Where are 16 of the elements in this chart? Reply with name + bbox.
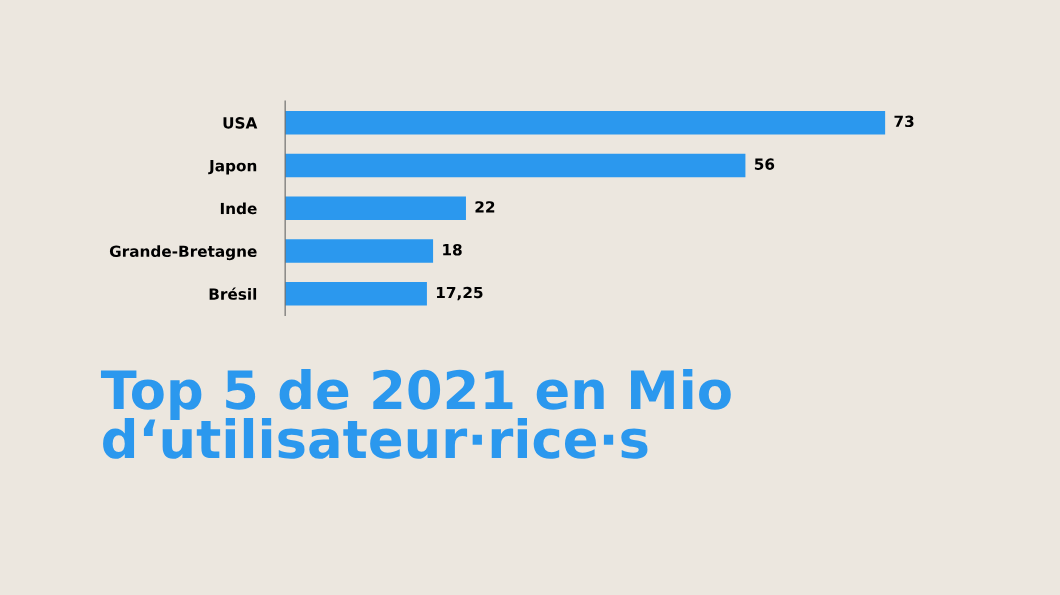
- y-tick-label: Grande-Bretagne: [109, 245, 257, 261]
- bar: [285, 196, 466, 221]
- data-label: 17,25: [436, 286, 483, 301]
- bar: [285, 239, 434, 263]
- data-label: 73: [894, 115, 914, 128]
- y-tick-label: USA: [223, 117, 258, 129]
- y-tick-label: Inde: [220, 202, 257, 215]
- y-tick-label: Japon: [208, 160, 257, 175]
- data-label: 56: [754, 158, 775, 170]
- text: Top 5 de 2021 en Mio d‘utilisateur·rice·s: [100, 368, 731, 459]
- bar: [285, 282, 427, 306]
- data-label: 18: [443, 243, 462, 256]
- data-label: 22: [475, 201, 495, 213]
- bar: [285, 110, 886, 135]
- bar: [285, 153, 746, 178]
- y-tick-label: Brésil: [209, 287, 257, 300]
